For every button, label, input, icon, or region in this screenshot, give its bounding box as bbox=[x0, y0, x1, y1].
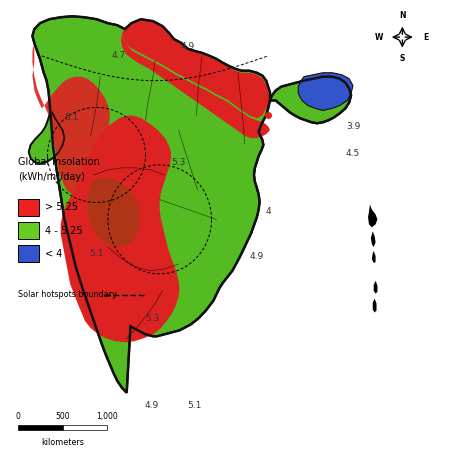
Text: N: N bbox=[399, 11, 406, 20]
Text: 0: 0 bbox=[16, 412, 20, 421]
Bar bbox=[18, 425, 63, 430]
Text: 4.9: 4.9 bbox=[250, 252, 264, 261]
Polygon shape bbox=[373, 299, 376, 313]
Text: 1,000: 1,000 bbox=[97, 412, 118, 421]
Polygon shape bbox=[371, 231, 375, 247]
Text: S: S bbox=[400, 54, 405, 63]
Polygon shape bbox=[28, 112, 64, 164]
Polygon shape bbox=[32, 43, 109, 194]
Polygon shape bbox=[61, 115, 180, 342]
Text: (kWh/m²/day): (kWh/m²/day) bbox=[18, 172, 85, 182]
Polygon shape bbox=[270, 77, 351, 123]
Text: 5.3: 5.3 bbox=[172, 158, 186, 167]
Text: 3.9: 3.9 bbox=[346, 122, 360, 131]
Polygon shape bbox=[87, 178, 140, 247]
Text: 5.1: 5.1 bbox=[89, 249, 103, 258]
Polygon shape bbox=[374, 281, 377, 294]
Text: 500: 500 bbox=[55, 412, 70, 421]
Bar bbox=[18, 199, 39, 216]
Text: 4 - 5.25: 4 - 5.25 bbox=[45, 226, 82, 235]
Text: 4.5: 4.5 bbox=[346, 149, 360, 158]
Polygon shape bbox=[122, 19, 270, 118]
Text: 5.1: 5.1 bbox=[64, 113, 79, 122]
Text: 4: 4 bbox=[265, 207, 271, 216]
Polygon shape bbox=[372, 251, 375, 263]
Bar bbox=[18, 245, 39, 262]
Bar bbox=[18, 222, 39, 239]
Text: Global insolation: Global insolation bbox=[18, 157, 100, 167]
Text: 4.9: 4.9 bbox=[145, 401, 159, 410]
Bar bbox=[63, 425, 108, 430]
Polygon shape bbox=[121, 33, 270, 138]
Text: 5.3: 5.3 bbox=[145, 314, 159, 323]
Text: < 4: < 4 bbox=[45, 249, 62, 259]
Polygon shape bbox=[368, 204, 377, 227]
Polygon shape bbox=[298, 73, 353, 110]
Text: E: E bbox=[423, 32, 428, 41]
Text: 4.9: 4.9 bbox=[181, 41, 195, 51]
Text: 5.1: 5.1 bbox=[187, 401, 202, 410]
Text: Solar hotspots boundary: Solar hotspots boundary bbox=[18, 290, 117, 299]
Text: 4.7: 4.7 bbox=[111, 51, 126, 60]
Text: > 5.25: > 5.25 bbox=[45, 202, 78, 212]
Text: kilometers: kilometers bbox=[41, 438, 84, 447]
Text: W: W bbox=[375, 32, 383, 41]
Polygon shape bbox=[32, 16, 270, 393]
